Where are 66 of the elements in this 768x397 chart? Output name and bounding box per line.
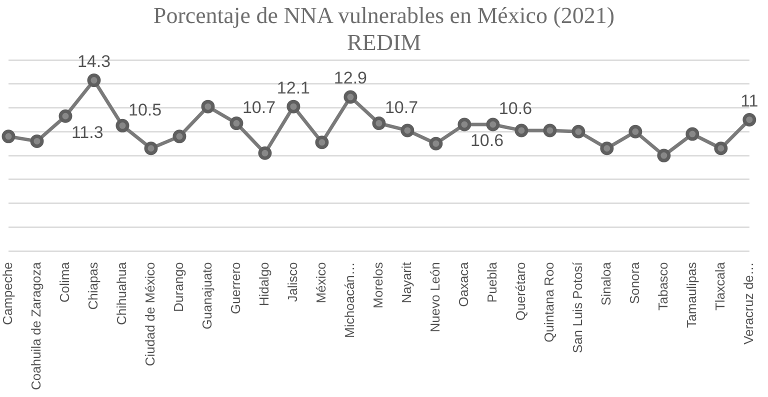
point: [58, 109, 72, 123]
point: [543, 124, 557, 138]
data-label: 10.7: [384, 98, 418, 117]
x-tick-label: Hidalgo: [256, 262, 272, 306]
x-tick-label: Nuevo León: [428, 262, 443, 332]
point: [742, 112, 756, 126]
x-tick-label: Puebla: [484, 261, 500, 303]
chart-subtitle: REDIM: [346, 30, 422, 55]
point: [514, 124, 528, 138]
x-tick-label: Ciudad de México: [142, 262, 158, 366]
point: [87, 74, 101, 88]
x-tick-label: Tlaxcala: [712, 261, 728, 311]
point: [600, 142, 614, 156]
point: [315, 136, 329, 150]
point: [201, 100, 215, 114]
x-tick-label: Morelos: [370, 262, 386, 308]
data-label: 12.1: [276, 78, 310, 98]
x-tick-label: Sinaloa: [598, 261, 614, 306]
x-tick-label: Michoacán…: [342, 262, 358, 338]
point: [116, 118, 130, 132]
data-label: 10.7: [242, 98, 276, 117]
data-label: 10.6: [498, 99, 532, 118]
point: [714, 142, 728, 156]
point: [628, 124, 642, 138]
x-tick-label: San Luis Potosí: [570, 262, 585, 354]
point: [657, 148, 671, 162]
data-label: 11.3: [71, 122, 104, 142]
x-tick-label: Oaxaca: [456, 261, 472, 307]
data-label: 10.5: [128, 100, 162, 120]
point: [458, 118, 472, 132]
data-label: 14.3: [77, 52, 111, 71]
point: [572, 124, 586, 138]
x-tick-label: Tabasco: [655, 262, 670, 311]
data-label: 11: [740, 91, 758, 110]
x-tick-label: Tamaulipas: [684, 262, 699, 328]
x-tick-label: Colima: [57, 261, 72, 303]
point: [30, 134, 44, 148]
x-tick-label: Nayarit: [399, 262, 414, 304]
point: [286, 100, 300, 114]
point: [486, 118, 500, 132]
x-tick-label: Guanajuato: [200, 262, 215, 330]
point: [344, 90, 358, 104]
x-tick-label: Guerrero: [228, 262, 244, 314]
point: [258, 146, 272, 160]
x-tick-label: Jalisco: [285, 262, 300, 302]
point: [172, 130, 186, 144]
chart-title: Porcentaje de NNA vulnerables en México (2021): [152, 2, 616, 29]
x-tick-label: Coahuila de Zaragoza: [28, 261, 44, 390]
x-tick-label: Campeche: [0, 262, 16, 325]
data-label: 10.6: [470, 131, 504, 150]
x-tick-label: Durango: [171, 262, 186, 312]
x-tick-label: Veracruz de…: [740, 262, 756, 344]
data-label: 12.9: [334, 68, 368, 88]
x-tick-label: Querétaro: [513, 262, 528, 321]
x-tick-label: Sonora: [626, 261, 642, 304]
point: [144, 142, 158, 156]
x-tick-label: Chihuahua: [114, 261, 130, 325]
point: [372, 116, 386, 130]
x-tick-label: México: [314, 262, 329, 304]
point: [230, 116, 244, 130]
x-tick-label: Chiapas: [86, 262, 101, 310]
point: [429, 136, 443, 150]
point: [686, 127, 700, 141]
x-tick-label: Quintana Roo: [542, 262, 557, 342]
point: [400, 124, 414, 138]
point: [2, 130, 16, 144]
